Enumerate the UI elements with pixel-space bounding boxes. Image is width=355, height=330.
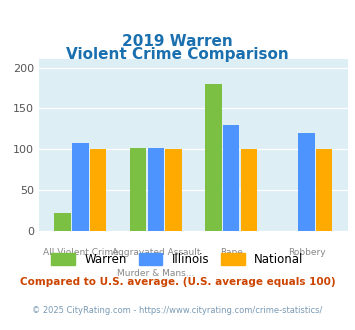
Bar [55, 213, 71, 231]
Text: Murder & Mans...: Murder & Mans... [117, 269, 195, 278]
Text: 2019 Warren: 2019 Warren [122, 34, 233, 49]
Bar [241, 149, 257, 231]
Legend: Warren, Illinois, National: Warren, Illinois, National [47, 248, 308, 271]
Text: Violent Crime Comparison: Violent Crime Comparison [66, 47, 289, 62]
Text: Compared to U.S. average. (U.S. average equals 100): Compared to U.S. average. (U.S. average … [20, 277, 335, 287]
Text: Robbery: Robbery [288, 248, 325, 257]
Text: Rape: Rape [220, 248, 242, 257]
Text: © 2025 CityRating.com - https://www.cityrating.com/crime-statistics/: © 2025 CityRating.com - https://www.city… [32, 306, 323, 315]
Bar [298, 133, 315, 231]
Text: Aggravated Assault: Aggravated Assault [111, 248, 200, 257]
Bar [130, 148, 146, 231]
Bar [165, 149, 182, 231]
Bar [205, 84, 222, 231]
Bar [223, 125, 239, 231]
Bar [316, 149, 332, 231]
Bar [148, 148, 164, 231]
Bar [72, 143, 89, 231]
Bar [90, 149, 106, 231]
Text: All Violent Crime: All Violent Crime [43, 248, 118, 257]
